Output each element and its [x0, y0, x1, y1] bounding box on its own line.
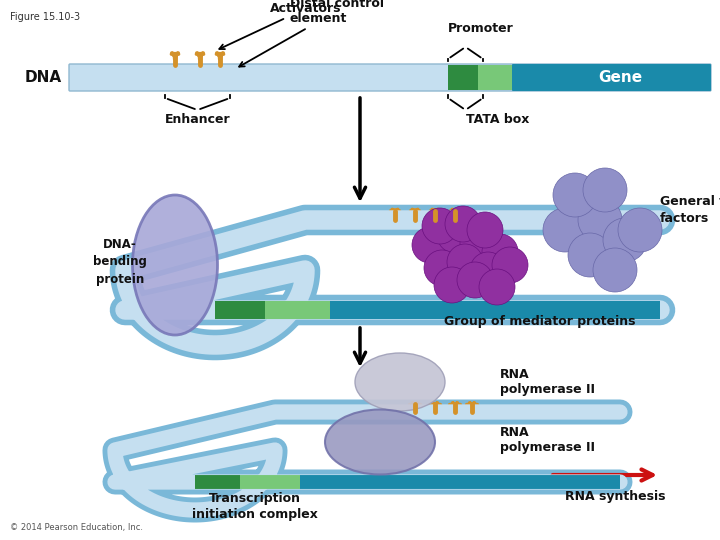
Ellipse shape	[355, 353, 445, 411]
FancyBboxPatch shape	[69, 64, 711, 91]
Circle shape	[479, 269, 515, 305]
Circle shape	[603, 218, 647, 262]
Circle shape	[553, 173, 597, 217]
Circle shape	[578, 198, 622, 242]
Text: TATA box: TATA box	[466, 113, 529, 126]
Text: Promoter: Promoter	[448, 22, 513, 35]
Circle shape	[437, 217, 473, 253]
Circle shape	[543, 208, 587, 252]
Circle shape	[412, 227, 448, 263]
Text: Transcription
initiation complex: Transcription initiation complex	[192, 492, 318, 521]
Text: RNA synthesis: RNA synthesis	[564, 490, 665, 503]
Text: Group of mediator proteins: Group of mediator proteins	[444, 315, 636, 328]
Circle shape	[593, 248, 637, 292]
Ellipse shape	[325, 409, 435, 475]
Text: Figure 15.10-3: Figure 15.10-3	[10, 12, 80, 22]
Text: RNA
polymerase II: RNA polymerase II	[500, 368, 595, 396]
Circle shape	[457, 262, 493, 298]
Text: RNA
polymerase II: RNA polymerase II	[500, 426, 595, 455]
Text: General transcription
factors: General transcription factors	[660, 195, 720, 225]
Circle shape	[445, 206, 481, 242]
Ellipse shape	[132, 195, 217, 335]
Text: DNA: DNA	[25, 70, 62, 85]
Circle shape	[460, 225, 496, 261]
Bar	[448, 65, 478, 90]
Circle shape	[583, 168, 627, 212]
Circle shape	[422, 208, 458, 244]
Circle shape	[618, 208, 662, 252]
Text: DNA-
bending
protein: DNA- bending protein	[93, 239, 147, 286]
Circle shape	[467, 212, 503, 248]
Text: Activators: Activators	[220, 2, 341, 49]
Circle shape	[492, 247, 528, 283]
Text: Distal control
element: Distal control element	[239, 0, 384, 66]
Circle shape	[482, 234, 518, 270]
Circle shape	[447, 244, 483, 280]
Circle shape	[470, 252, 506, 288]
FancyBboxPatch shape	[512, 64, 711, 91]
Circle shape	[434, 267, 470, 303]
Circle shape	[424, 250, 460, 286]
Text: Enhancer: Enhancer	[165, 113, 230, 126]
Bar	[478, 65, 513, 90]
Text: Gene: Gene	[598, 70, 642, 85]
Text: © 2014 Pearson Education, Inc.: © 2014 Pearson Education, Inc.	[10, 523, 143, 532]
Circle shape	[568, 233, 612, 277]
